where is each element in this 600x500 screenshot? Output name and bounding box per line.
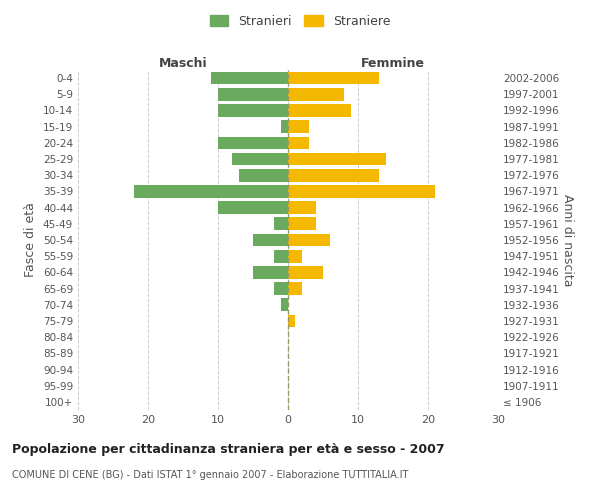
Text: Maschi: Maschi bbox=[158, 57, 208, 70]
Bar bbox=[288, 282, 302, 295]
Bar bbox=[288, 169, 379, 181]
Bar bbox=[274, 282, 288, 295]
Bar bbox=[288, 314, 295, 328]
Y-axis label: Fasce di età: Fasce di età bbox=[25, 202, 37, 278]
Bar bbox=[288, 104, 351, 117]
Bar bbox=[288, 266, 323, 278]
Text: Femmine: Femmine bbox=[361, 57, 425, 70]
Bar bbox=[288, 185, 435, 198]
Bar bbox=[281, 120, 288, 133]
Bar bbox=[218, 136, 288, 149]
Bar bbox=[218, 202, 288, 214]
Bar bbox=[218, 104, 288, 117]
Bar bbox=[253, 234, 288, 246]
Bar bbox=[288, 202, 316, 214]
Text: Popolazione per cittadinanza straniera per età e sesso - 2007: Popolazione per cittadinanza straniera p… bbox=[12, 442, 445, 456]
Text: COMUNE DI CENE (BG) - Dati ISTAT 1° gennaio 2007 - Elaborazione TUTTITALIA.IT: COMUNE DI CENE (BG) - Dati ISTAT 1° genn… bbox=[12, 470, 409, 480]
Bar bbox=[281, 298, 288, 311]
Bar bbox=[288, 88, 344, 101]
Bar bbox=[274, 250, 288, 262]
Bar bbox=[211, 72, 288, 85]
Bar bbox=[253, 266, 288, 278]
Bar bbox=[218, 88, 288, 101]
Bar bbox=[288, 72, 379, 85]
Bar bbox=[288, 152, 386, 166]
Bar bbox=[274, 218, 288, 230]
Y-axis label: Anni di nascita: Anni di nascita bbox=[560, 194, 574, 286]
Bar bbox=[288, 136, 309, 149]
Bar bbox=[288, 218, 316, 230]
Legend: Stranieri, Straniere: Stranieri, Straniere bbox=[206, 11, 394, 32]
Bar bbox=[232, 152, 288, 166]
Bar bbox=[288, 250, 302, 262]
Bar bbox=[288, 120, 309, 133]
Bar bbox=[134, 185, 288, 198]
Bar bbox=[239, 169, 288, 181]
Bar bbox=[288, 234, 330, 246]
